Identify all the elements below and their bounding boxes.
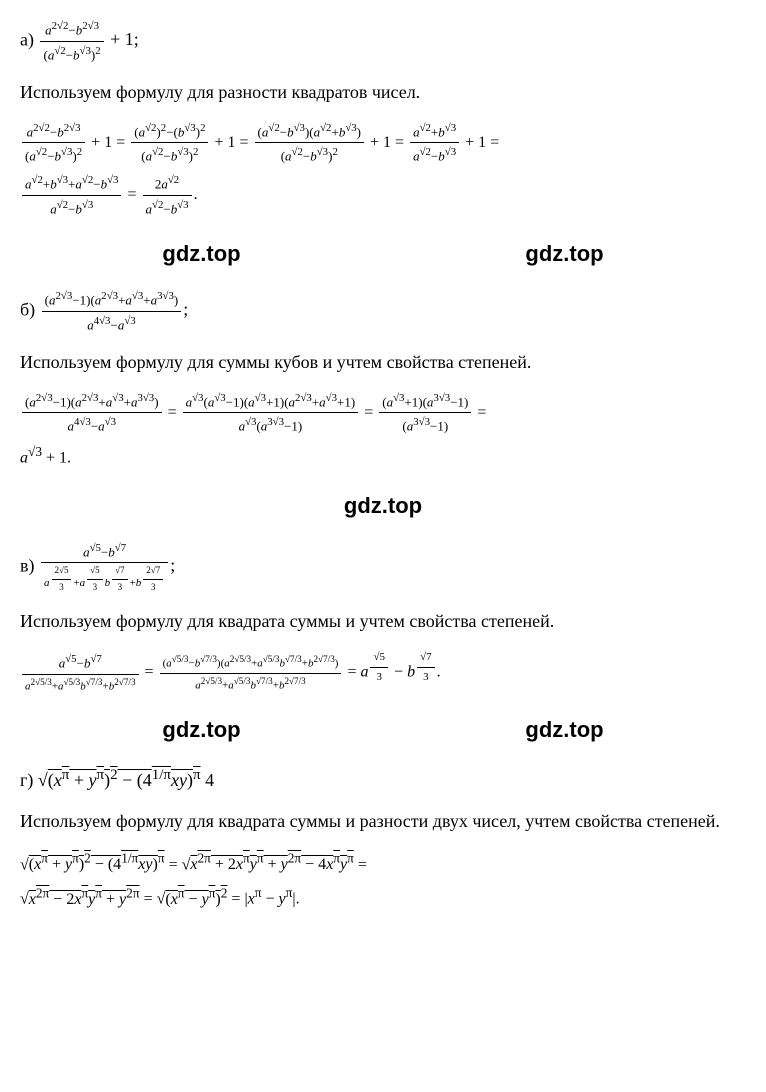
solution-b-line1: (a2√3−1)(a2√3+a√3+a3√3)a4√3−a√3 = a√3(a√… <box>20 390 746 437</box>
problem-b-statement: б) (a2√3−1)(a2√3+a√3+a3√3)a4√3−a√3; <box>20 288 746 335</box>
problem-b-expr: (a2√3−1)(a2√3+a√3+a3√3)a4√3−a√3; <box>40 299 189 319</box>
text-a: Используем формулу для разности квадрато… <box>20 79 746 106</box>
text-c: Используем формулу для квадрата суммы и … <box>20 608 746 635</box>
solution-c-line1: a√5−b√7a2√5/3+a√5/3b√7/3+b2√7/3 = (a√5/3… <box>20 649 746 695</box>
watermark: gdz.top <box>525 713 603 746</box>
text-b: Используем формулу для суммы кубов и учт… <box>20 349 746 376</box>
solution-d-line2: √x2π − 2xπyπ + y2π = √(xπ − yπ)2 = |xπ −… <box>20 883 746 911</box>
solution-b-line2: a√3 + 1. <box>20 442 746 470</box>
watermark-row-1: gdz.top gdz.top <box>20 237 746 270</box>
problem-d-statement: г) √(xπ + yπ)2 − (41/πxy)π 4 <box>20 764 746 794</box>
solution-a-line1: a2√2−b2√3(a√2−b√3)2 + 1 = (a√2)2−(b√3)2(… <box>20 120 746 167</box>
solution-d-line1: √(xπ + yπ)2 − (41/πxy)π = √x2π + 2xπyπ +… <box>20 849 746 877</box>
problem-d-label: г) <box>20 770 33 790</box>
watermark: gdz.top <box>162 713 240 746</box>
watermark-row-3: gdz.top gdz.top <box>20 713 746 746</box>
problem-c-expr: a√5−b√7a2√53+a√53b√73+b2√73; <box>39 555 175 575</box>
watermark-row-2: gdz.top <box>20 489 746 522</box>
problem-c-label: в) <box>20 555 35 575</box>
text-d: Используем формулу для квадрата суммы и … <box>20 808 746 835</box>
watermark: gdz.top <box>525 237 603 270</box>
problem-a-statement: а) a2√2−b2√3(a√2−b√3)2 + 1; <box>20 18 746 65</box>
watermark: gdz.top <box>162 237 240 270</box>
problem-c-statement: в) a√5−b√7a2√53+a√53b√73+b2√73; <box>20 540 746 595</box>
problem-a-label: а) <box>20 29 34 49</box>
problem-b-label: б) <box>20 299 35 319</box>
problem-a-expr: a2√2−b2√3(a√2−b√3)2 + 1; <box>38 29 138 49</box>
watermark: gdz.top <box>344 493 422 518</box>
solution-a-line2: a√2+b√3+a√2−b√3a√2−b√3 = 2a√2a√2−b√3. <box>20 172 746 219</box>
problem-d-expr: √(xπ + yπ)2 − (41/πxy)π 4 <box>38 770 214 790</box>
